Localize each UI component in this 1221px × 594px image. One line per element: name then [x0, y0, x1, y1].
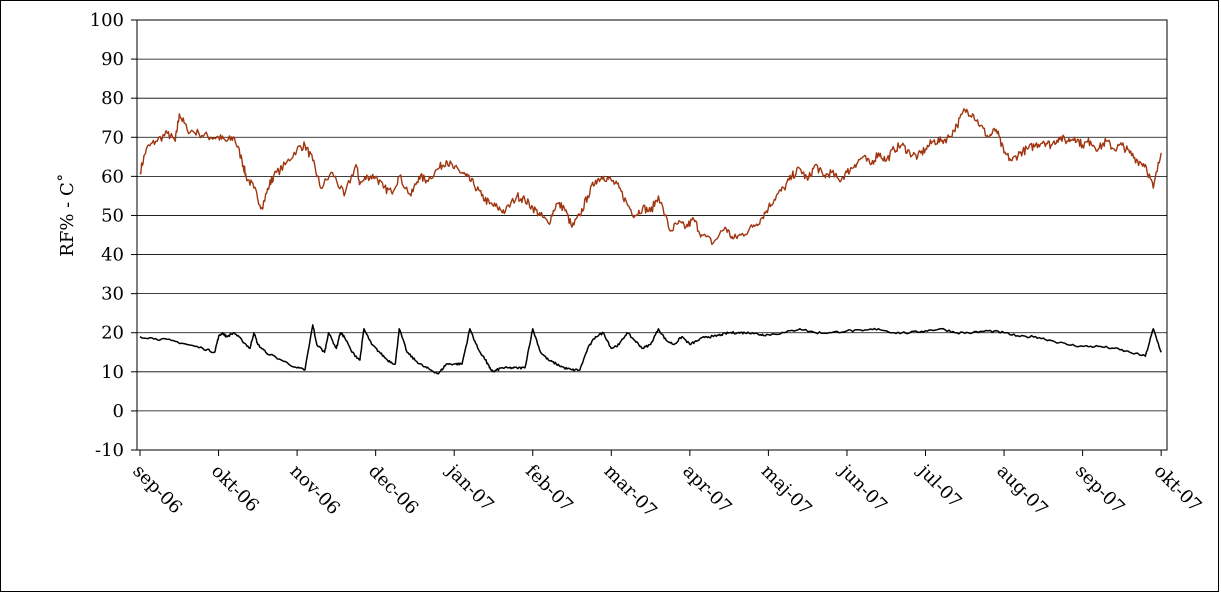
y-tick-label: 70 — [101, 127, 124, 148]
series-layer — [139, 108, 1162, 375]
y-axis-title: RF% - C˚ — [56, 173, 78, 256]
y-tick-label: 60 — [101, 166, 124, 187]
x-tick-label: sep-06 — [128, 461, 186, 519]
series-line-temperature — [139, 324, 1162, 375]
y-tick-label: 30 — [101, 284, 124, 305]
x-tick-label: jun-07 — [834, 459, 891, 516]
x-axis: sep-06 okt-06 nov-06 dec-06 jan-07 feb-07 mar-… — [128, 450, 1205, 522]
plot-border — [136, 19, 1168, 451]
x-tick-label: jul-07 — [913, 459, 966, 512]
y-tick-label: 40 — [101, 245, 124, 266]
y-axis: -10 0 10 20 30 40 50 60 70 80 90 100 — [90, 10, 137, 461]
x-tick-label: okt-07 — [1150, 461, 1206, 517]
y-tick-label: 80 — [101, 88, 124, 109]
y-tick-label: 100 — [90, 10, 124, 31]
y-tick-label: 0 — [113, 401, 124, 422]
x-tick-label: okt-06 — [207, 461, 263, 517]
x-tick-label: dec-06 — [364, 461, 422, 519]
y-tick-label: 90 — [101, 49, 124, 70]
x-tick-label: aug-07 — [993, 461, 1052, 520]
x-tick-label: mar-07 — [600, 461, 661, 522]
x-tick-label: jan-07 — [441, 459, 498, 516]
plot-area — [136, 19, 1168, 451]
x-tick-label: maj-07 — [757, 461, 816, 520]
x-tick-label: apr-07 — [678, 461, 735, 518]
y-tick-label: 50 — [101, 205, 124, 226]
x-tick-label: sep-07 — [1071, 461, 1129, 519]
y-tick-label: -10 — [95, 440, 124, 461]
series-line-rf — [139, 108, 1162, 246]
x-tick-label: feb-07 — [521, 461, 577, 517]
y-tick-label: 10 — [101, 362, 124, 383]
x-tick-label: nov-06 — [286, 461, 344, 519]
y-tick-label: 20 — [101, 323, 124, 344]
